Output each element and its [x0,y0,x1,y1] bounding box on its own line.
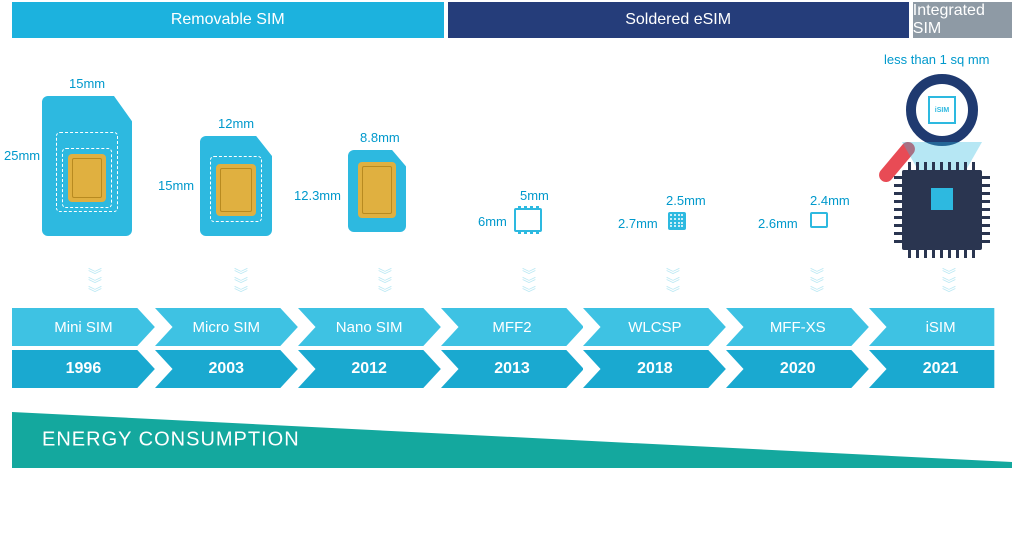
dim-width: 12mm [218,116,254,131]
timeline-name-cell: Nano SIM [298,308,441,346]
dim-width: 8.8mm [360,130,400,145]
timeline-name-cell: MFF-XS [726,308,869,346]
timeline-name-cell: Mini SIM [12,308,155,346]
dim-height: 2.7mm [618,216,658,231]
category-header: Removable SIM Soldered eSIM Integrated S… [12,2,1012,38]
dim-height: 15mm [158,178,194,193]
sim-card-icon [200,136,272,236]
header-integrated-sim: Integrated SIM [913,2,1012,38]
timeline-year-cell: 1996 [12,350,155,388]
timeline-year-cell: 2020 [726,350,869,388]
dim-height: 6mm [478,214,507,229]
sim-wlcsp: 2.5mm 2.7mm ︾︾︾ [602,38,742,298]
timeline-year-cell: 2012 [298,350,441,388]
chevron-down-icon: ︾︾︾ [522,271,534,298]
chevron-down-icon: ︾︾︾ [378,271,390,298]
mffxs-chip-icon [810,212,828,228]
isim-note: less than 1 sq mm [884,52,990,67]
timeline-name-cell: WLCSP [583,308,726,346]
sim-card-icon [348,150,406,232]
timeline-years-row: 1996200320122013201820202021 [12,350,1012,388]
timeline-year-cell: 2003 [155,350,298,388]
chevron-down-icon: ︾︾︾ [942,271,954,298]
timeline-name-cell: Micro SIM [155,308,298,346]
timeline-year-cell: 2013 [441,350,584,388]
timeline: Mini SIMMicro SIMNano SIMMFF2WLCSPMFF-XS… [12,308,1012,388]
dim-width: 5mm [520,188,549,203]
sim-mini: 15mm 25mm ︾︾︾ [24,38,164,298]
timeline-year-cell: 2021 [869,350,1012,388]
energy-label: ENERGY CONSUMPTION [42,429,300,452]
wlcsp-chip-icon [668,212,686,230]
energy-consumption-wedge: ENERGY CONSUMPTION [12,412,1012,468]
chevron-down-icon: ︾︾︾ [88,271,100,298]
dim-width: 2.4mm [810,193,850,208]
magnifier-icon: iSIM [906,74,978,146]
dim-height: 25mm [4,148,40,163]
header-label: Soldered eSIM [625,11,731,29]
chevron-down-icon: ︾︾︾ [666,271,678,298]
header-label: Removable SIM [171,11,285,29]
header-soldered-esim: Soldered eSIM [448,2,909,38]
chevron-down-icon: ︾︾︾ [810,271,822,298]
mff2-chip-icon [514,208,542,232]
header-label: Integrated SIM [913,2,1012,38]
illustration-row: 15mm 25mm ︾︾︾ 12mm 15mm ︾︾︾ 8.8mm 12.3mm… [12,38,1012,298]
processor-icon [902,170,982,250]
timeline-year-cell: 2018 [583,350,726,388]
sim-micro: 12mm 15mm ︾︾︾ [170,38,310,298]
header-removable-sim: Removable SIM [12,2,444,38]
chip-contacts-icon [358,162,396,218]
sim-isim: less than 1 sq mm iSIM ︾︾︾ [884,38,1012,298]
dim-width: 2.5mm [666,193,706,208]
dim-height: 2.6mm [758,216,798,231]
sim-card-icon [42,96,132,236]
sim-mffxs: 2.4mm 2.6mm ︾︾︾ [746,38,886,298]
sim-mff2: 5mm 6mm ︾︾︾ [458,38,598,298]
chevron-down-icon: ︾︾︾ [234,271,246,298]
sim-nano: 8.8mm 12.3mm ︾︾︾ [314,38,454,298]
chip-contacts-icon [216,164,256,216]
timeline-name-cell: MFF2 [441,308,584,346]
timeline-names-row: Mini SIMMicro SIMNano SIMMFF2WLCSPMFF-XS… [12,308,1012,346]
timeline-name-cell: iSIM [869,308,1012,346]
dim-height: 12.3mm [294,188,341,203]
chip-contacts-icon [68,154,106,202]
dim-width: 15mm [69,76,105,91]
isim-chip-icon: iSIM [928,96,956,124]
